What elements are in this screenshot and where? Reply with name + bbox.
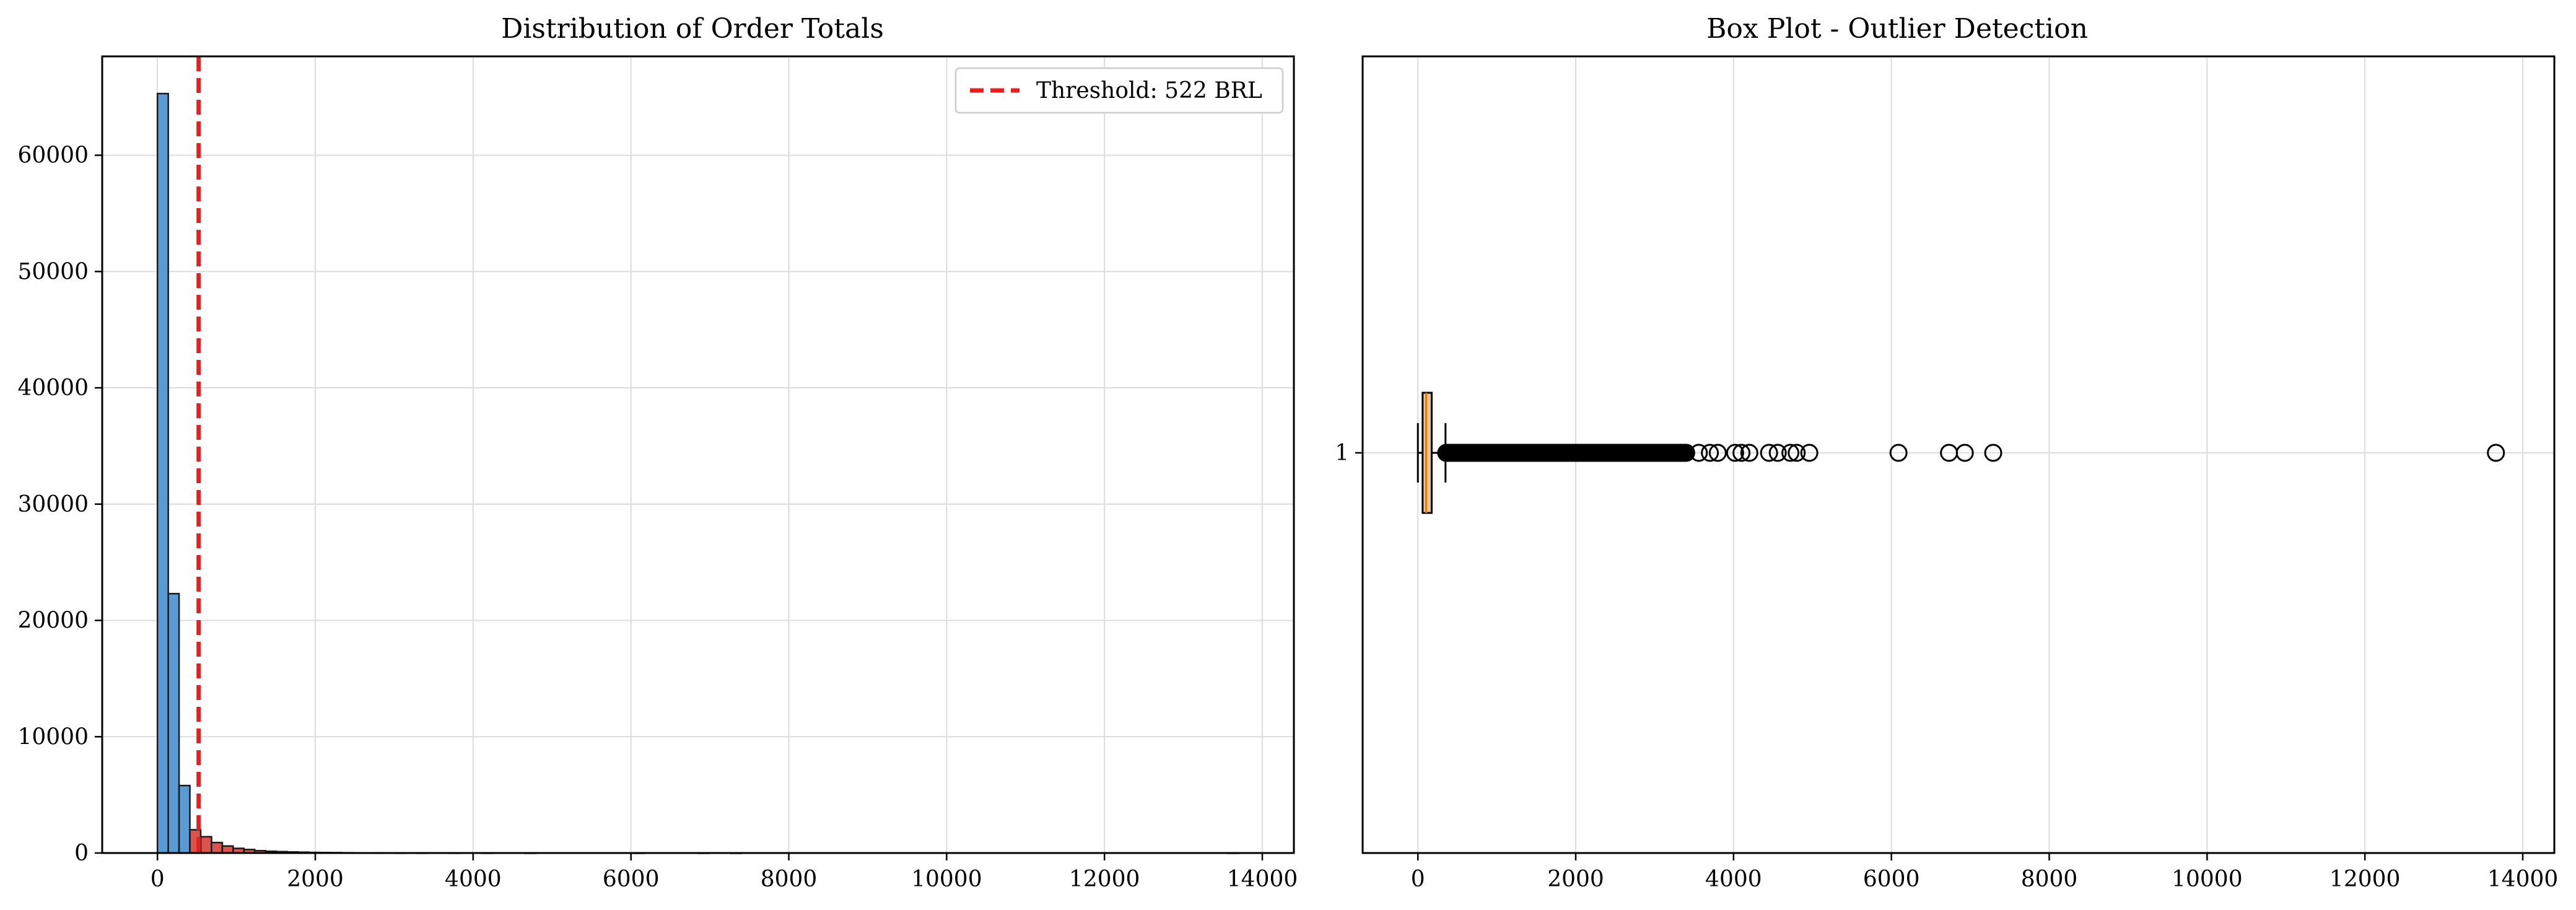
boxplot-outlier-point — [1519, 444, 1538, 462]
boxplot-outlier-point — [1506, 444, 1525, 462]
legend-threshold-label: Threshold: 522 BRL — [1036, 78, 1262, 103]
histogram-x-tick-label: 10000 — [911, 867, 982, 892]
boxplot-y-ticks: 1 — [1335, 440, 1363, 466]
histogram-title: Distribution of Order Totals — [501, 13, 884, 45]
boxplot-outlier-point — [1955, 444, 1974, 462]
boxplot-x-tick-label: 0 — [1411, 867, 1425, 892]
boxplot-x-tick-label: 12000 — [2329, 867, 2401, 892]
boxplot-outlier-point — [1726, 444, 1744, 462]
boxplot-outlier-point — [1669, 444, 1688, 462]
boxplot-outlier-point — [1800, 444, 1818, 462]
histogram-x-tick-label: 2000 — [287, 867, 344, 892]
histogram-y-tick-label: 60000 — [17, 143, 89, 168]
histogram-y-tick-label: 0 — [74, 841, 89, 866]
boxplot-iqr-box — [1421, 392, 1433, 514]
boxplot-outlier-point — [1740, 444, 1758, 462]
boxplot-outlier-point — [1768, 444, 1787, 462]
boxplot-outlier-point — [1500, 444, 1519, 462]
boxplot-outlier-point — [1488, 444, 1506, 462]
histogram-bar — [167, 593, 180, 854]
boxplot-outliers — [1437, 444, 2505, 462]
boxplot-outlier-point — [1690, 444, 1708, 462]
histogram-x-tick-label: 8000 — [761, 867, 818, 892]
boxplot-outlier-point — [1781, 444, 1800, 462]
boxplot-x-tick-label: 8000 — [2021, 867, 2078, 892]
boxplot-outlier-point — [2487, 444, 2505, 462]
histogram-x-tick-label: 14000 — [1227, 867, 1298, 892]
boxplot-outlier-point — [1526, 444, 1544, 462]
histogram-x-ticks: 0 2000 4000 6000 8000 10000 12000 14000 — [151, 853, 1298, 892]
histogram-x-tick-label: 0 — [151, 867, 165, 892]
histogram-bar — [199, 836, 212, 854]
histogram-plot-frame — [101, 55, 1295, 854]
histogram-y-tick-label: 40000 — [17, 375, 89, 401]
boxplot-x-ticks: 0 2000 4000 6000 8000 10000 12000 14000 — [1411, 853, 2559, 892]
boxplot-outlier-point — [1483, 444, 1501, 462]
histogram-y-tick-label: 20000 — [17, 608, 89, 634]
histogram-y-tick-label: 10000 — [17, 724, 89, 750]
boxplot-plot-frame — [1361, 55, 2556, 854]
boxplot-outlier-point — [1464, 444, 1482, 462]
boxplot-outlier-point — [1474, 444, 1492, 462]
histogram-y-tick-label: 50000 — [17, 259, 89, 284]
boxplot-panel: Box Plot - Outlier Detection 0 2000 4000 60… — [1335, 13, 2558, 892]
histogram-bars — [156, 92, 1240, 854]
boxplot-outlier-point — [1677, 444, 1695, 462]
boxplot-outlier-point — [1708, 444, 1727, 462]
boxplot-outlier-point — [1494, 444, 1513, 462]
histogram-x-tick-label: 4000 — [445, 867, 502, 892]
boxplot-outlier-point — [1984, 444, 2002, 462]
boxplot-outlier-point — [1732, 444, 1751, 462]
boxplot-outlier-point — [1788, 444, 1806, 462]
boxplot-x-tick-label: 4000 — [1705, 867, 1762, 892]
boxplot-x-tick-label: 6000 — [1863, 867, 1920, 892]
boxplot-x-tick-label: 2000 — [1547, 867, 1604, 892]
histogram-bar — [211, 841, 224, 854]
boxplot-outlier-point — [1889, 444, 1908, 462]
boxplot-outlier-point — [1760, 444, 1778, 462]
boxplot-x-tick-label: 10000 — [2172, 867, 2243, 892]
histogram-bar — [178, 784, 191, 854]
boxplot-outlier-point — [1469, 444, 1487, 462]
histogram-grid — [102, 56, 1294, 854]
legend-box — [954, 67, 1284, 114]
histogram-y-tick-label: 30000 — [17, 492, 89, 517]
boxplot-y-tick-label: 1 — [1335, 440, 1349, 466]
histogram-x-tick-label: 12000 — [1069, 867, 1140, 892]
boxplot-title: Box Plot - Outlier Detection — [1706, 13, 2088, 45]
histogram-panel: Distribution of Order Totals 0 2000 4000 60… — [17, 13, 1298, 892]
boxplot-outlier-point — [1538, 444, 1557, 462]
boxplot-x-tick-label: 14000 — [2487, 867, 2559, 892]
histogram-bar — [221, 845, 234, 854]
boxplot-outlier-point — [1701, 444, 1719, 462]
boxplot-outlier-point — [1513, 444, 1531, 462]
legend: Threshold: 522 BRL — [954, 67, 1284, 114]
histogram-bar — [156, 92, 169, 854]
histogram-y-ticks: 0 10000 20000 30000 40000 50000 60000 — [17, 143, 102, 866]
boxplot-outlier-point — [1532, 444, 1550, 462]
histogram-x-tick-label: 6000 — [603, 867, 660, 892]
boxplot-outlier-point — [1544, 444, 1563, 462]
